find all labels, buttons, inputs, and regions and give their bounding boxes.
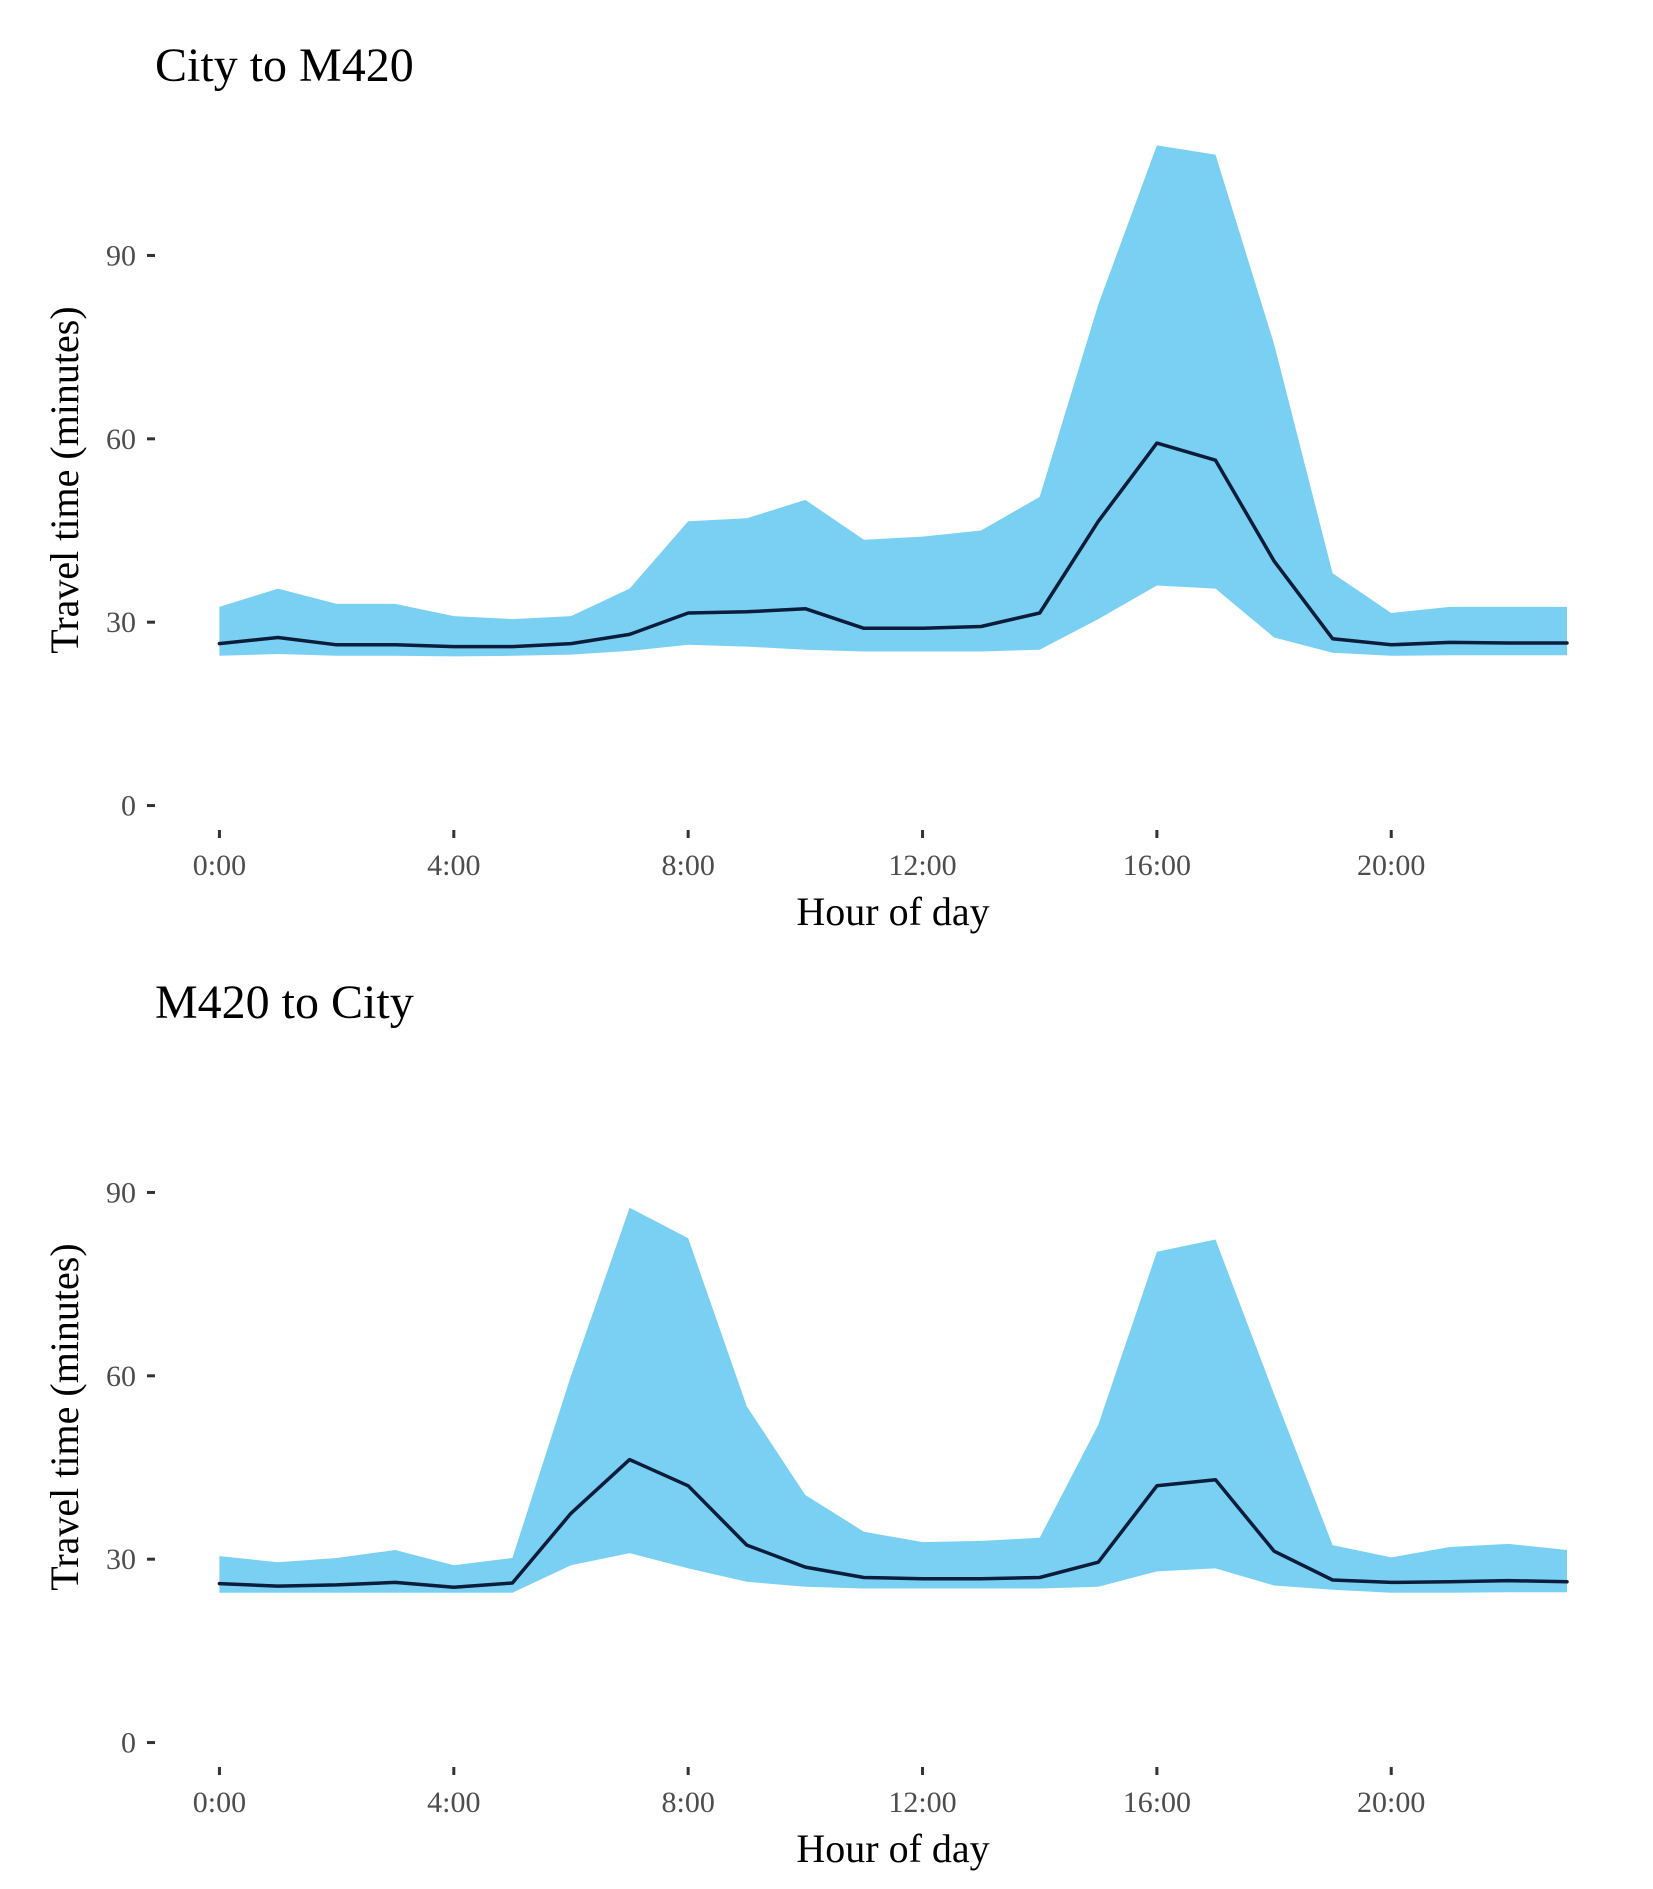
median-line: [217, 1457, 1569, 1590]
y-axis-title: Travel time (minutes): [42, 306, 87, 653]
y-tick-label: 60: [106, 1360, 136, 1393]
y-tick-label: 30: [106, 1543, 136, 1576]
y-tick-label: 30: [106, 606, 136, 639]
y-tick-label: 0: [121, 790, 136, 823]
y-tick-label: 0: [121, 1727, 136, 1760]
y-tick-label: 90: [106, 239, 136, 272]
x-tick-label: 12:00: [888, 1786, 956, 1819]
range-ribbon: [219, 1207, 1567, 1593]
x-tick-label: 0:00: [193, 1786, 246, 1819]
y-axis-title: Travel time (minutes): [42, 1243, 87, 1590]
x-axis-title: Hour of day: [796, 1826, 989, 1871]
plot-area: 0 30 60 90 0:00 4:00 8:00 12:00 16:00 20:00: [106, 1176, 1569, 1819]
x-tick-label: 8:00: [661, 1786, 714, 1819]
median-line: [217, 441, 1569, 649]
x-tick-label: 20:00: [1357, 1786, 1425, 1819]
x-tick-label: 4:00: [427, 1786, 480, 1819]
panel-title: M420 to City: [155, 976, 414, 1029]
x-tick-label: 0:00: [193, 849, 246, 882]
x-tick-label: 12:00: [888, 849, 956, 882]
x-tick-label: 16:00: [1123, 1786, 1191, 1819]
y-tick-label: 90: [106, 1176, 136, 1209]
panel-title: City to M420: [155, 39, 414, 92]
panel-city-to-m420: City to M420 Travel time (minutes) Hour …: [42, 39, 1569, 934]
y-tick-label: 60: [106, 423, 136, 456]
x-tick-label: 4:00: [427, 849, 480, 882]
x-axis-title: Hour of day: [796, 889, 989, 934]
plot-area: 0 30 60 90 0:00 4:00 8:00 12:00 16:00 20:00: [106, 145, 1569, 882]
range-ribbon: [219, 145, 1567, 657]
x-tick-label: 20:00: [1357, 849, 1425, 882]
x-tick-label: 8:00: [661, 849, 714, 882]
x-tick-label: 16:00: [1123, 849, 1191, 882]
panel-m420-to-city: M420 to City Travel time (minutes) Hour …: [42, 976, 1569, 1871]
